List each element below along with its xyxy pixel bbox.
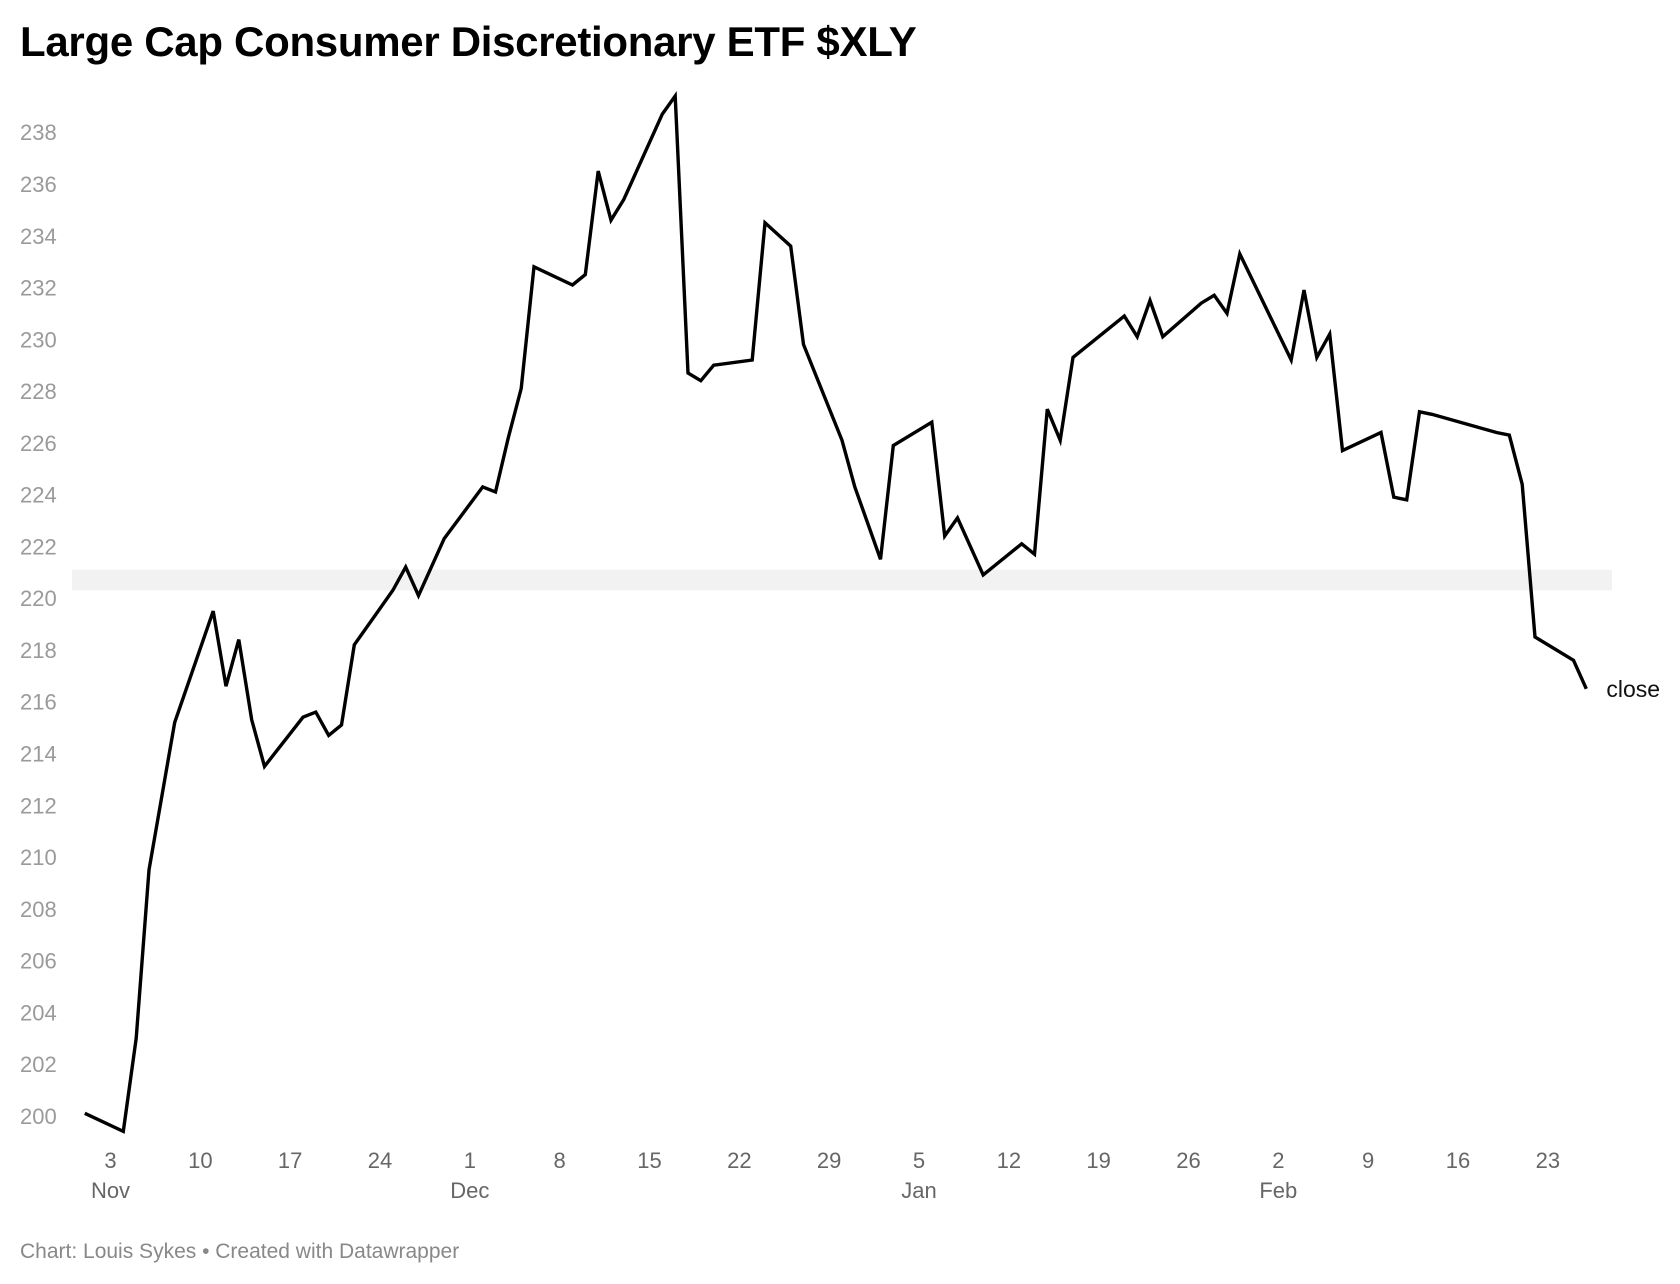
x-tick-month-label: Feb xyxy=(1259,1178,1297,1203)
y-tick-label: 210 xyxy=(20,845,57,870)
y-tick-label: 222 xyxy=(20,534,57,559)
x-tick-label: 10 xyxy=(188,1148,212,1173)
y-tick-label: 220 xyxy=(20,586,57,611)
y-tick-label: 202 xyxy=(20,1052,57,1077)
chart-credit: Chart: Louis Sykes • Created with Datawr… xyxy=(20,1240,460,1263)
y-tick-label: 204 xyxy=(20,1000,57,1025)
y-tick-label: 212 xyxy=(20,793,57,818)
y-tick-label: 238 xyxy=(20,120,57,145)
x-tick-label: 2 xyxy=(1272,1148,1284,1173)
y-tick-label: 214 xyxy=(20,741,57,766)
x-tick-label: 1 xyxy=(464,1148,476,1173)
x-axis: 3 Nov 10 17 24 1 Dec 8 15 22 29 5 Jan 12 19 26 2 Feb 9 16 23 xyxy=(91,1148,1560,1203)
y-tick-label: 228 xyxy=(20,379,57,404)
x-tick-month-label: Dec xyxy=(450,1178,489,1203)
y-tick-label: 218 xyxy=(20,638,57,663)
y-tick-label: 216 xyxy=(20,690,57,715)
chart-title: Large Cap Consumer Discretionary ETF $XL… xyxy=(20,18,917,65)
x-tick-label: 24 xyxy=(368,1148,392,1173)
series-end-label: close xyxy=(1606,676,1660,702)
x-tick-label: 3 xyxy=(104,1148,116,1173)
y-tick-label: 230 xyxy=(20,327,57,352)
x-tick-label: 9 xyxy=(1362,1148,1374,1173)
y-tick-label: 226 xyxy=(20,431,57,456)
y-tick-label: 236 xyxy=(20,172,57,197)
y-tick-label: 200 xyxy=(20,1104,57,1129)
highlight-band xyxy=(72,569,1612,591)
x-tick-label: 15 xyxy=(637,1148,661,1173)
series-line-close xyxy=(84,91,1588,1134)
x-tick-month-label: Nov xyxy=(91,1178,130,1203)
y-tick-label: 206 xyxy=(20,949,57,974)
x-tick-label: 23 xyxy=(1536,1148,1560,1173)
x-tick-label: 12 xyxy=(997,1148,1021,1173)
x-tick-label: 26 xyxy=(1176,1148,1200,1173)
x-tick-label: 8 xyxy=(554,1148,566,1173)
highlight-band-layer xyxy=(72,569,1612,591)
x-tick-month-label: Jan xyxy=(901,1178,936,1203)
series-layer: close xyxy=(84,91,1660,1134)
x-tick-label: 29 xyxy=(817,1148,841,1173)
x-tick-label: 22 xyxy=(727,1148,751,1173)
x-tick-label: 16 xyxy=(1446,1148,1470,1173)
y-tick-label: 208 xyxy=(20,897,57,922)
x-tick-label: 19 xyxy=(1086,1148,1110,1173)
y-axis: 200 202 204 206 208 210 212 214 216 218 220 222 224 2… xyxy=(20,120,57,1129)
y-tick-label: 232 xyxy=(20,276,57,301)
y-tick-label: 224 xyxy=(20,483,57,508)
y-tick-label: 234 xyxy=(20,224,57,249)
x-tick-label: 5 xyxy=(913,1148,925,1173)
x-tick-label: 17 xyxy=(278,1148,302,1173)
